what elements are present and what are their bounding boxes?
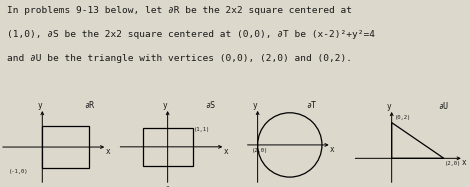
- Text: (0,2): (0,2): [395, 115, 411, 120]
- Text: x: x: [224, 147, 229, 156]
- Text: ∂U: ∂U: [439, 102, 449, 111]
- Text: ∂R: ∂R: [85, 101, 94, 110]
- Text: y: y: [38, 101, 42, 110]
- Text: (1,0), ∂S be the 2x2 square centered at (0,0), ∂T be (x-2)²+y²=4: (1,0), ∂S be the 2x2 square centered at …: [7, 30, 375, 39]
- Text: ∂S: ∂S: [205, 101, 215, 110]
- Text: x: x: [330, 145, 335, 154]
- Text: and ∂U be the triangle with vertices (0,0), (2,0) and (0,2).: and ∂U be the triangle with vertices (0,…: [7, 54, 352, 63]
- Text: In problems 9-13 below, let ∂R be the 2x2 square centered at: In problems 9-13 below, let ∂R be the 2x…: [7, 6, 352, 15]
- Text: y: y: [163, 101, 168, 110]
- Bar: [42, 126, 89, 168]
- Text: 0: 0: [166, 186, 170, 187]
- Text: x: x: [106, 147, 110, 156]
- Text: (1,1): (1,1): [194, 127, 210, 132]
- Text: (-1,0): (-1,0): [9, 169, 29, 174]
- Text: (2,0): (2,0): [252, 148, 268, 153]
- Text: y: y: [253, 101, 258, 110]
- Text: ∂T: ∂T: [306, 101, 316, 110]
- Text: y: y: [387, 102, 392, 111]
- Text: x: x: [462, 158, 467, 167]
- Bar: [142, 128, 193, 166]
- Text: (2,0): (2,0): [445, 161, 462, 166]
